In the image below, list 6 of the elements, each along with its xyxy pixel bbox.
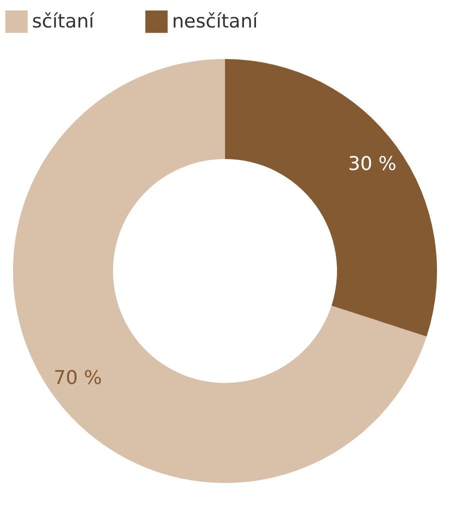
- legend-label: sčítaní: [32, 10, 95, 33]
- data-label: 30 %: [348, 153, 396, 176]
- data-label: 70 %: [54, 366, 102, 389]
- donut-slice: [13, 59, 427, 483]
- legend-label: nesčítaní: [172, 10, 258, 33]
- donut-slice: [225, 59, 437, 337]
